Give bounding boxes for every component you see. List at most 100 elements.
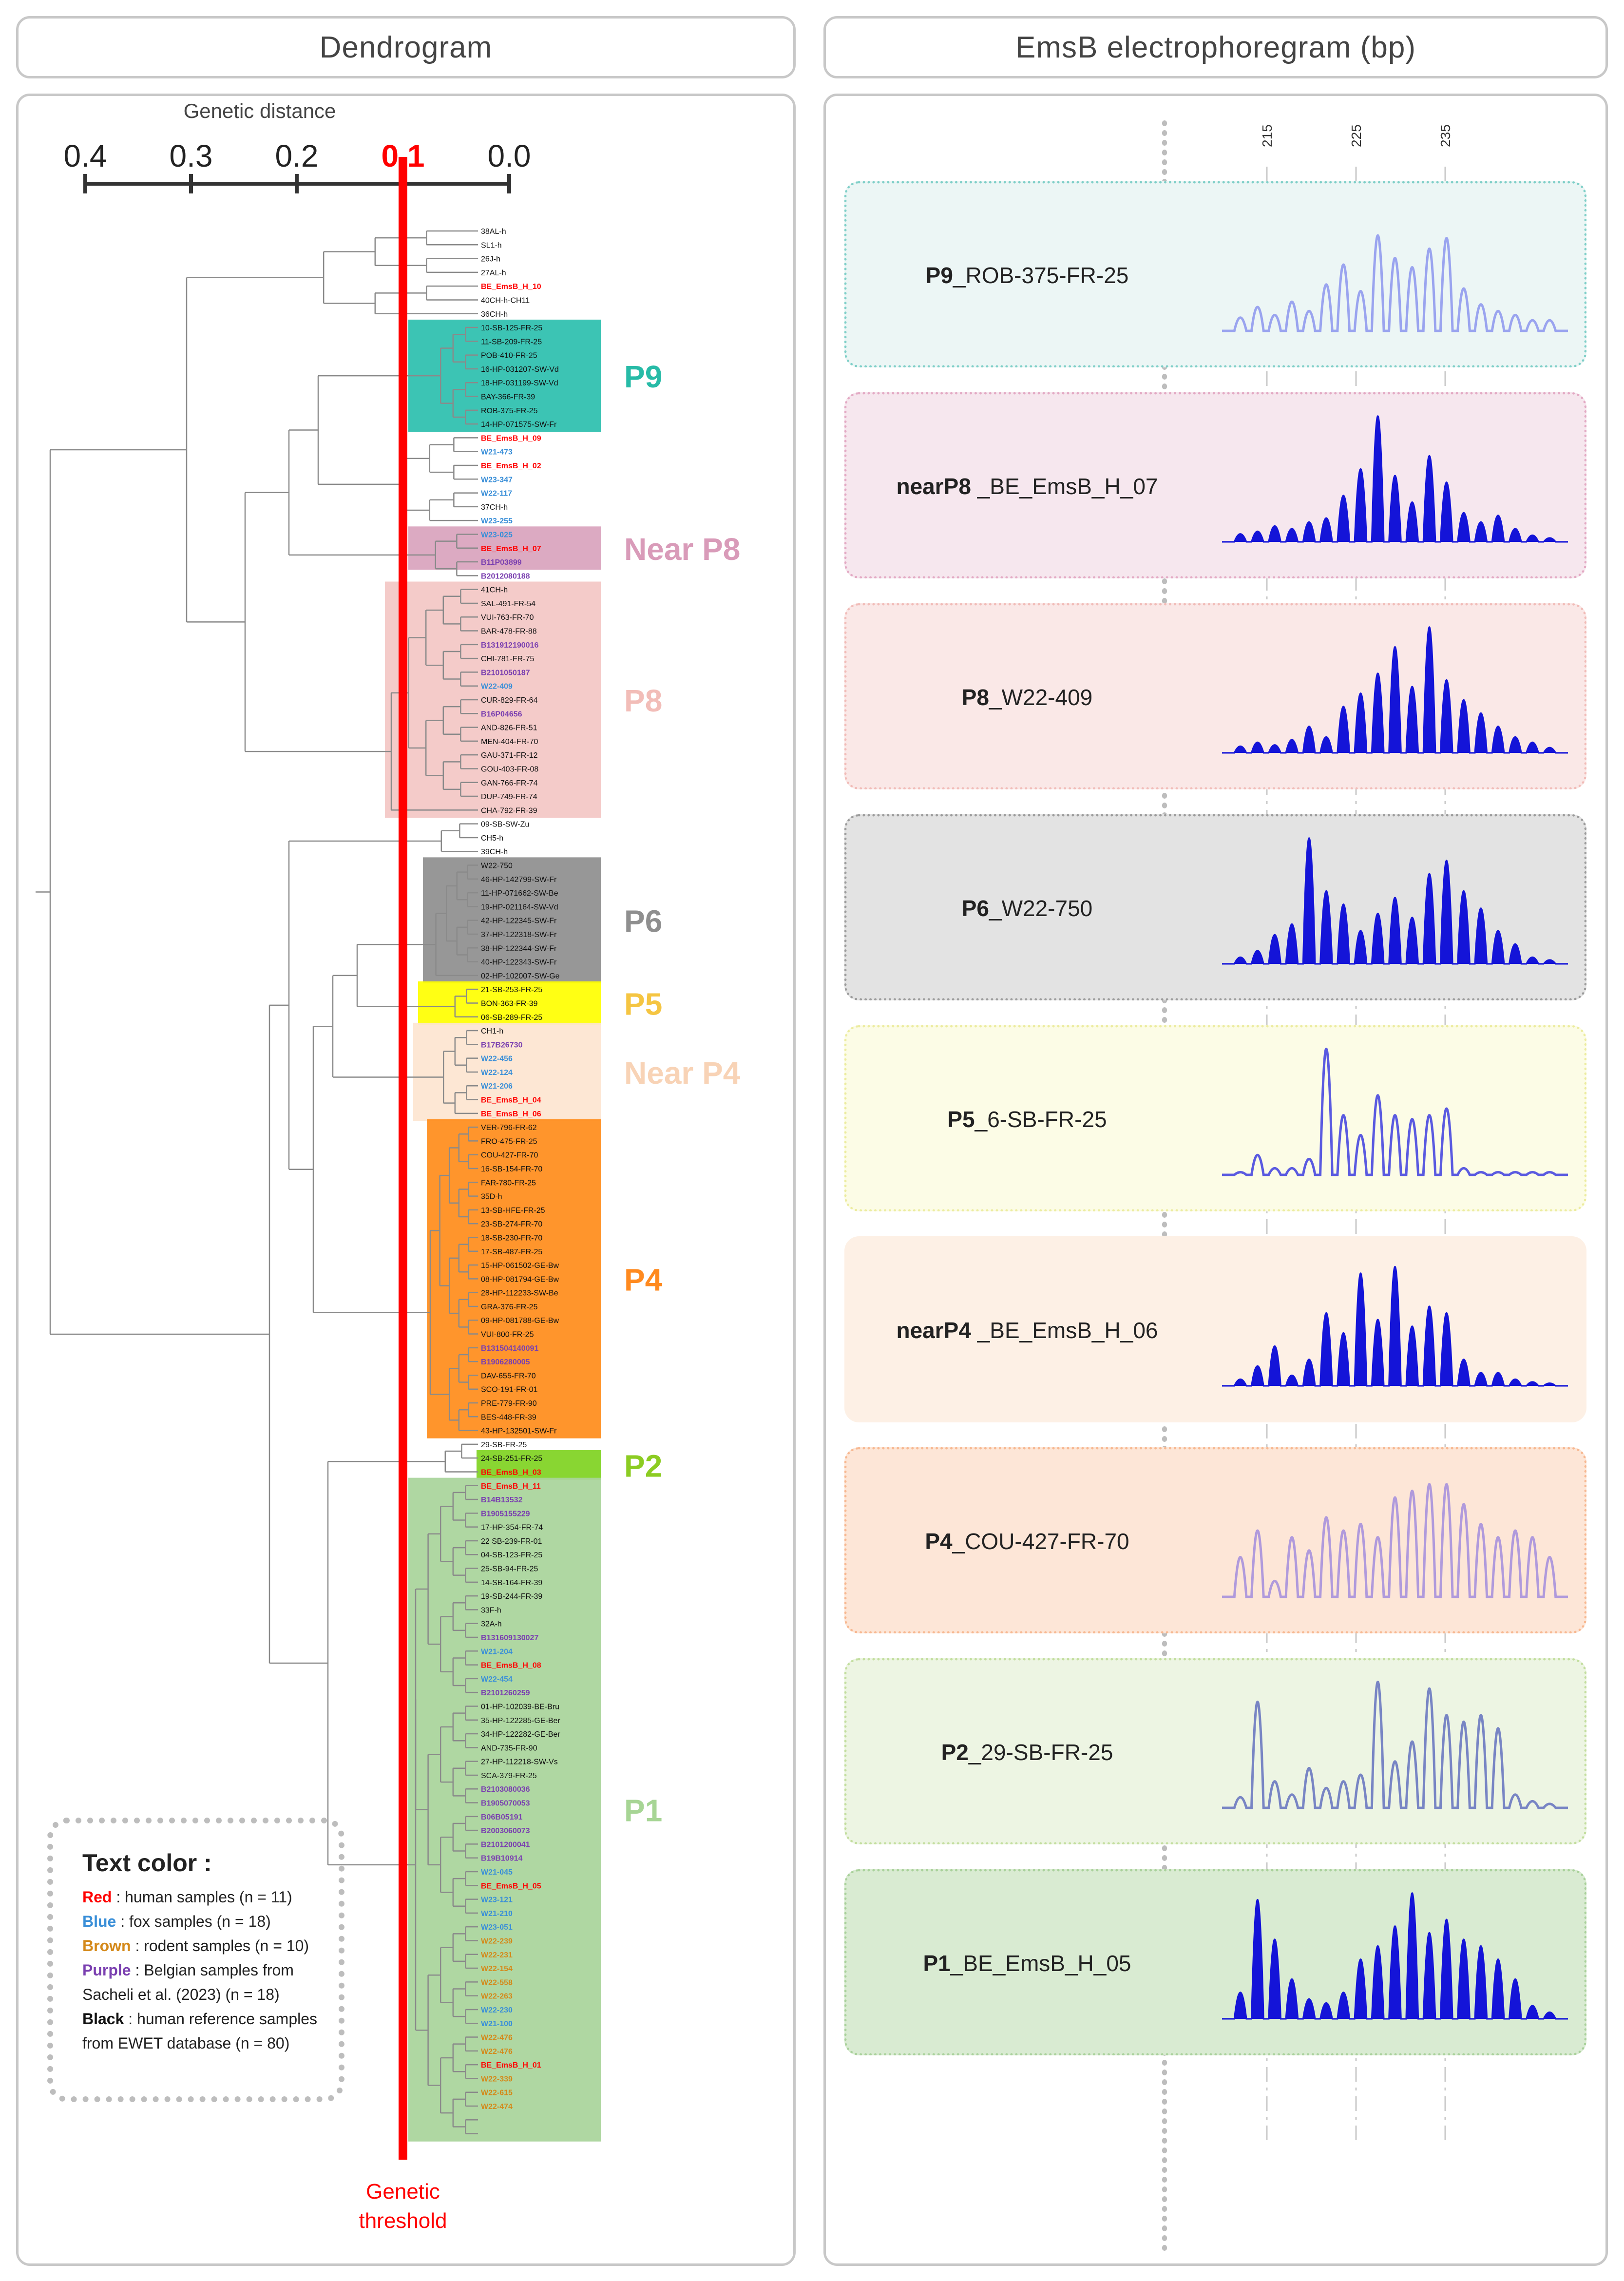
legend-key: Purple xyxy=(82,1961,131,1979)
leaf-label: 39CH-h xyxy=(481,848,508,856)
leaf-label: CH1-h xyxy=(481,1027,503,1035)
leaf-label: 10-SB-125-FR-25 xyxy=(481,324,542,332)
trace-profile: P1 xyxy=(923,1951,951,1976)
trace-label: P5_6-SB-FR-25 xyxy=(847,1106,1207,1132)
leaf-label: BON-363-FR-39 xyxy=(481,999,538,1008)
leaf-label: W22-339 xyxy=(481,2075,513,2083)
leaf-label: 01-HP-102039-BE-Bru xyxy=(481,1703,559,1711)
leaf-label: 37CH-h xyxy=(481,503,508,512)
trace-profile: P2 xyxy=(941,1740,969,1765)
leaf-label: GAN-766-FR-74 xyxy=(481,779,538,787)
leaf-label: W21-206 xyxy=(481,1082,513,1091)
trace-label: nearP8 _BE_EmsB_H_07 xyxy=(847,473,1207,499)
leaf-label: BE_EmsB_H_01 xyxy=(481,2061,541,2070)
leaf-label: W22-558 xyxy=(481,1978,513,1987)
electrophoregram-trace-box: P9_ROB-375-FR-25 xyxy=(844,181,1586,367)
trace-profile: P6 xyxy=(961,896,990,921)
leaf-label: AND-826-FR-51 xyxy=(481,724,537,732)
leaf-label: 13-SB-HFE-FR-25 xyxy=(481,1207,545,1215)
leaf-label: W22-230 xyxy=(481,2006,513,2014)
trace-sample: _ROB-375-FR-25 xyxy=(953,263,1129,288)
text-color-legend: Text color : Red : human samples (n = 11… xyxy=(47,1818,344,2102)
leaf-label: W22-474 xyxy=(481,2103,513,2111)
leaf-label: W21-473 xyxy=(481,448,513,457)
leaf-label: MEN-404-FR-70 xyxy=(481,738,538,746)
cluster-label: P8 xyxy=(624,683,662,718)
cluster-box xyxy=(477,1450,601,1480)
legend-key: Black xyxy=(82,2010,124,2028)
trace-plot xyxy=(1222,1483,1568,1598)
leaf-label: B131912190016 xyxy=(481,641,538,650)
leaf-label: 36CH-h xyxy=(481,310,508,319)
trace-sample: _W22-750 xyxy=(989,896,1093,921)
cluster-box xyxy=(385,581,601,818)
leaf-label: B2101200041 xyxy=(481,1840,530,1849)
leaf-label: BE_EmsB_H_04 xyxy=(481,1096,541,1105)
leaf-label: B17B26730 xyxy=(481,1041,523,1049)
leaf-label: W22-456 xyxy=(481,1055,513,1063)
electrophoregram-trace-box: P8_W22-409 xyxy=(844,603,1586,789)
cluster-box xyxy=(418,981,601,1025)
legend-key: Red xyxy=(82,1888,112,1906)
legend-item: Brown : rodent samples (n = 10) xyxy=(82,1934,319,1958)
leaf-label: W21-204 xyxy=(481,1648,513,1656)
axis-tick-label: 0.2 xyxy=(275,138,319,173)
leaf-label: 15-HP-061502-GE-Bw xyxy=(481,1262,559,1270)
leaf-label: CHA-792-FR-39 xyxy=(481,806,537,815)
leaf-label: 06-SB-289-FR-25 xyxy=(481,1014,542,1022)
leaf-label: W23-025 xyxy=(481,531,513,539)
legend-text: : fox samples (n = 18) xyxy=(116,1913,271,1930)
leaf-label: W23-255 xyxy=(481,517,513,525)
leaf-label: 14-SB-164-FR-39 xyxy=(481,1579,542,1587)
cluster-label: P2 xyxy=(624,1448,662,1483)
leaf-label: BE_EmsB_H_08 xyxy=(481,1662,541,1670)
leaf-label: COU-427-FR-70 xyxy=(481,1151,538,1160)
leaf-label: 25-SB-94-FR-25 xyxy=(481,1565,538,1573)
legend-item: Black : human reference samples from EWE… xyxy=(82,2007,319,2055)
trace-plot xyxy=(1222,626,1568,754)
legend-key: Brown xyxy=(82,1937,131,1955)
cluster-box xyxy=(413,1022,601,1121)
leaf-label: W22-117 xyxy=(481,490,512,498)
leaf-label: B06B05191 xyxy=(481,1813,523,1821)
leaf-label: 04-SB-123-FR-25 xyxy=(481,1551,542,1559)
leaf-label: VER-796-FR-62 xyxy=(481,1124,537,1132)
leaf-label: FRO-475-FR-25 xyxy=(481,1137,537,1146)
leaf-label: 34-HP-122282-GE-Ber xyxy=(481,1730,560,1739)
leaf-label: SL1-h xyxy=(481,241,502,249)
leaf-label: W22-476 xyxy=(481,2048,513,2056)
leaf-label: POB-410-FR-25 xyxy=(481,352,537,360)
leaf-label: CH5-h xyxy=(481,834,503,843)
leaf-label: 17-HP-354-FR-74 xyxy=(481,1524,543,1532)
dendrogram: 38AL-h SL1-h 26J-h 27AL-h BE_EmsB_H_10 40CH-h… xyxy=(36,99,741,2233)
leaf-label: PRE-779-FR-90 xyxy=(481,1399,537,1408)
leaf-label: W23-051 xyxy=(481,1923,513,1932)
leaf-label: GAU-371-FR-12 xyxy=(481,751,538,760)
electrophoregram-trace-box: P2_29-SB-FR-25 xyxy=(844,1658,1586,1844)
leaf-label: GOU-403-FR-08 xyxy=(481,765,538,773)
leaf-label: 22 SB-239-FR-01 xyxy=(481,1537,542,1546)
trace-profile: P8 xyxy=(961,685,990,710)
trace-peaks xyxy=(1222,1892,1568,2020)
leaf-label: BE_EmsB_H_06 xyxy=(481,1110,541,1118)
trace-plot xyxy=(1222,1681,1568,1809)
leaf-label: VUI-800-FR-25 xyxy=(481,1331,534,1339)
leaf-label: 42-HP-122345-SW-Fr xyxy=(481,917,557,925)
legend-text: : human samples (n = 11) xyxy=(112,1888,292,1906)
trace-peaks xyxy=(1222,234,1568,332)
trace-peaks xyxy=(1222,1681,1568,1809)
leaf-label: 26J-h xyxy=(481,255,500,264)
leaf-label: BE_EmsB_H_02 xyxy=(481,462,541,470)
threshold-label-line1: Genetic xyxy=(366,2180,440,2204)
leaf-label: W22-615 xyxy=(481,2089,513,2097)
trace-label: P6_W22-750 xyxy=(847,895,1207,921)
leaf-label: 46-HP-142799-SW-Fr xyxy=(481,876,557,884)
leaf-label: 37-HP-122318-SW-Fr xyxy=(481,931,557,939)
trace-plot xyxy=(1222,1892,1568,2020)
leaf-label: BE_EmsB_H_11 xyxy=(481,1482,541,1491)
axis-title: Genetic distance xyxy=(184,99,336,122)
leaf-label: 18-SB-230-FR-70 xyxy=(481,1234,542,1242)
leaf-label: W22-124 xyxy=(481,1069,513,1077)
trace-plot xyxy=(1222,837,1568,965)
leaf-label: ROB-375-FR-25 xyxy=(481,407,538,415)
